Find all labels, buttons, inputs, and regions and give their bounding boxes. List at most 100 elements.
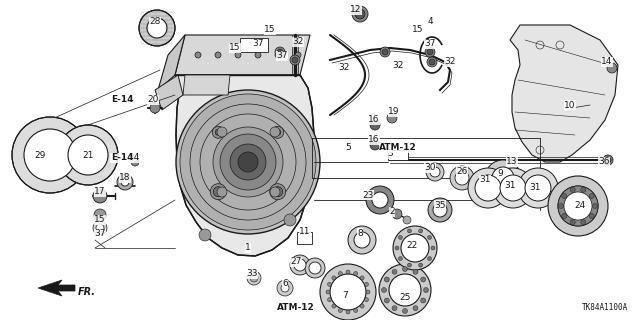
Circle shape [131,158,139,166]
Circle shape [562,194,567,198]
Circle shape [425,47,435,57]
Circle shape [292,57,298,63]
Circle shape [195,52,201,58]
Circle shape [381,287,387,292]
Circle shape [281,284,289,292]
Circle shape [389,274,421,306]
Circle shape [68,135,108,175]
Circle shape [215,129,221,135]
Circle shape [255,52,261,58]
Text: 15: 15 [412,26,424,35]
Circle shape [580,187,586,192]
Text: 3: 3 [387,149,393,158]
Circle shape [212,126,224,138]
Circle shape [399,257,403,260]
Text: 36: 36 [598,157,610,166]
Circle shape [328,282,332,286]
Text: 26: 26 [456,166,468,175]
Circle shape [605,157,611,163]
Circle shape [559,204,563,209]
Text: 11: 11 [300,228,311,236]
Circle shape [360,304,364,308]
Text: 37: 37 [276,52,288,60]
Circle shape [548,176,608,236]
Circle shape [403,267,408,271]
Circle shape [339,272,342,276]
Circle shape [277,49,283,55]
Circle shape [525,175,551,201]
Circle shape [570,220,575,225]
Circle shape [93,221,107,235]
Circle shape [346,270,350,274]
Circle shape [273,187,283,197]
Circle shape [589,194,595,198]
Circle shape [355,9,365,19]
Circle shape [518,168,558,208]
Circle shape [330,274,366,310]
Circle shape [147,18,167,38]
Polygon shape [175,75,314,256]
Text: 5: 5 [345,143,351,153]
Text: 37: 37 [94,229,106,238]
Circle shape [354,272,358,276]
Polygon shape [240,38,268,52]
Circle shape [272,126,284,138]
Circle shape [275,129,281,135]
Circle shape [250,274,258,282]
Circle shape [433,203,447,217]
Circle shape [58,125,118,185]
Text: 1: 1 [245,244,251,252]
Text: 32: 32 [292,37,304,46]
Circle shape [430,167,440,177]
Circle shape [339,308,342,312]
Circle shape [176,90,320,234]
Circle shape [238,152,258,172]
Polygon shape [155,75,183,110]
Circle shape [428,198,452,222]
Circle shape [24,129,76,181]
Text: 19: 19 [388,108,400,116]
Circle shape [419,229,422,233]
Circle shape [427,49,433,55]
Circle shape [150,103,160,113]
Circle shape [215,52,221,58]
Circle shape [589,213,595,219]
Text: 33: 33 [246,269,258,278]
Text: 35: 35 [435,201,445,210]
Circle shape [607,63,617,73]
Polygon shape [388,150,408,160]
Circle shape [492,167,514,189]
Circle shape [305,258,325,278]
Text: 6: 6 [282,279,288,289]
Circle shape [562,213,567,219]
Circle shape [455,171,469,185]
Text: 29: 29 [35,150,45,159]
Text: 18: 18 [119,173,131,182]
Circle shape [346,310,350,314]
Circle shape [247,271,261,285]
Circle shape [392,269,397,274]
Circle shape [295,52,301,58]
Text: 15: 15 [94,215,106,225]
Text: 14: 14 [602,58,612,67]
Text: E-14: E-14 [111,95,133,105]
Text: 10: 10 [564,100,576,109]
Text: 15: 15 [264,26,276,35]
Circle shape [269,184,285,200]
Text: 32: 32 [339,63,349,73]
Circle shape [403,216,411,224]
Circle shape [328,298,332,302]
Circle shape [352,6,368,22]
Circle shape [12,117,88,193]
Circle shape [366,186,394,214]
Text: TK84A1100A: TK84A1100A [582,303,628,312]
Circle shape [294,259,306,271]
Text: 34: 34 [128,154,140,163]
Circle shape [395,246,399,250]
Text: 32: 32 [392,60,404,69]
Circle shape [500,175,526,201]
Circle shape [121,178,129,186]
Circle shape [360,276,364,280]
Polygon shape [183,75,230,95]
Circle shape [493,168,533,208]
